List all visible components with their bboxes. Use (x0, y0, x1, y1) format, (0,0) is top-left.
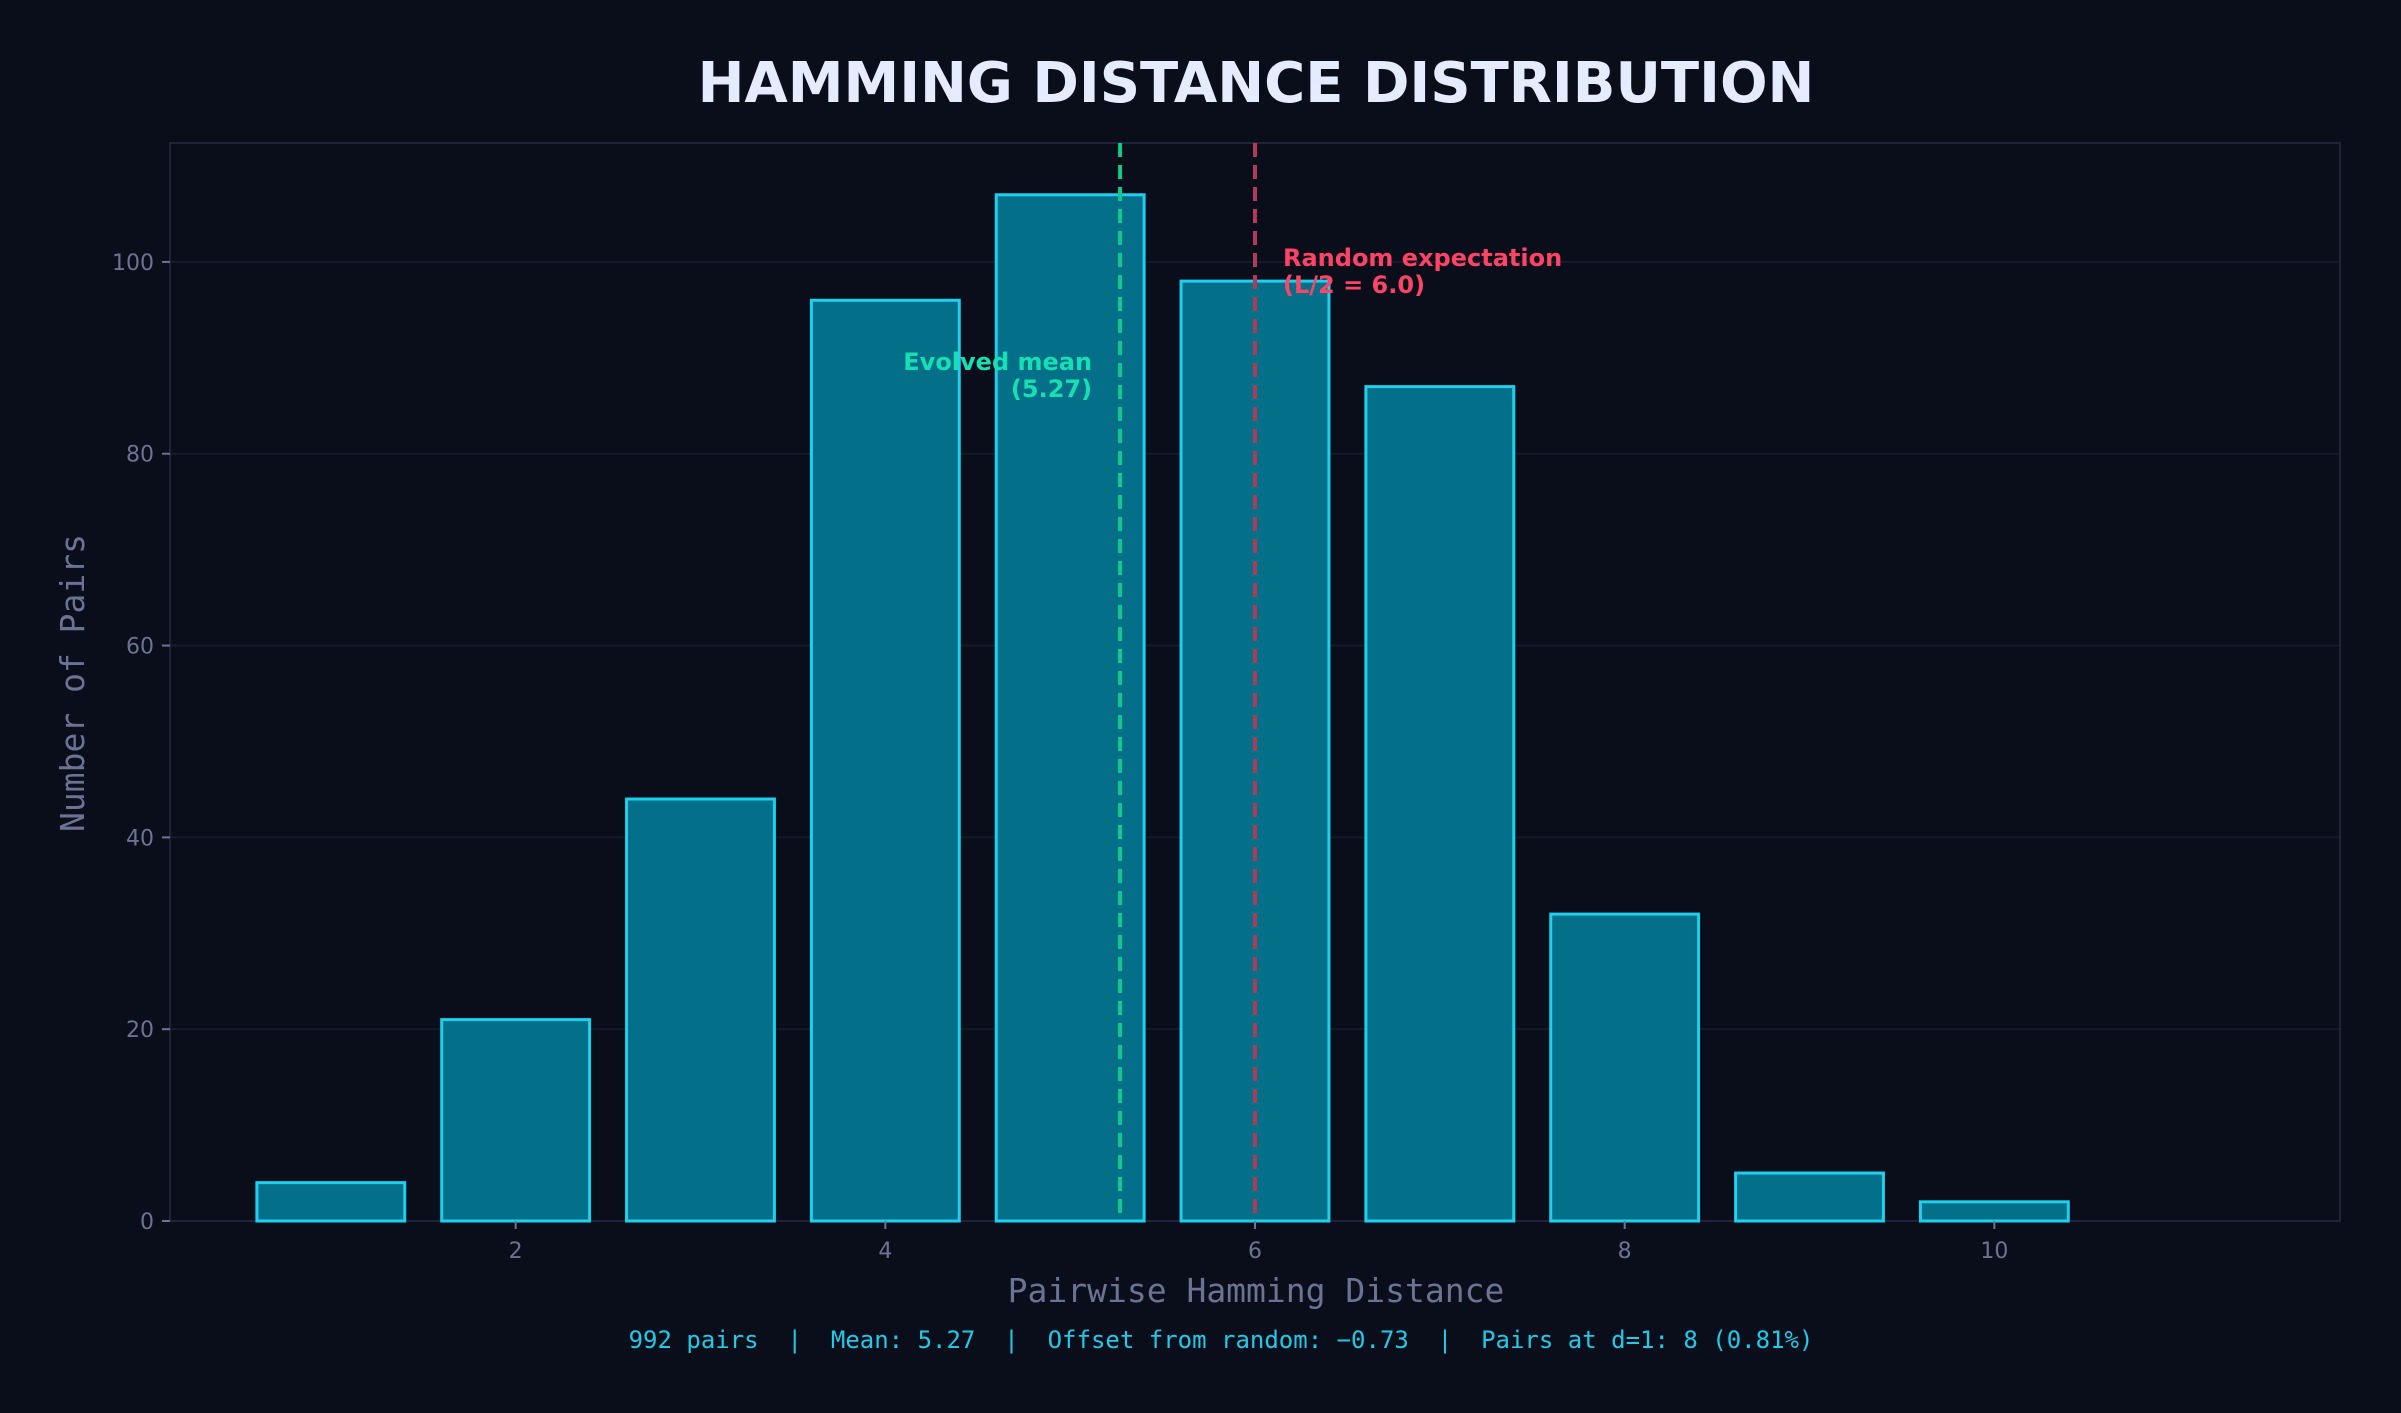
y-tick-label: 0 (140, 1210, 154, 1235)
reference-label: (L/2 = 6.0) (1283, 271, 1425, 299)
y-axis-label: Number of Pairs (53, 534, 92, 832)
y-tick-label: 20 (126, 1018, 154, 1043)
reference-label: (5.27) (1011, 375, 1092, 403)
x-tick-label: 6 (1248, 1239, 1262, 1264)
reference-label: Evolved mean (903, 348, 1092, 376)
x-tick-label: 10 (1980, 1239, 2008, 1264)
bar (625, 797, 776, 1223)
reference-lines: Evolved mean(5.27) Random expectation(L/2… (903, 143, 1562, 1221)
stats-footer: 992 pairs | Mean: 5.27 | Offset from ran… (629, 1326, 1814, 1354)
bar (1734, 1171, 1885, 1223)
bar (809, 298, 961, 1223)
y-tick-label: 80 (126, 443, 154, 468)
bar (1918, 1200, 2070, 1223)
y-tick-label: 100 (112, 251, 154, 276)
bar (1549, 912, 1701, 1223)
bar (440, 1018, 592, 1223)
x-tick-label: 4 (878, 1239, 892, 1264)
chart-title: HAMMING DISTANCE DISTRIBUTION (698, 51, 1815, 116)
x-axis-label: Pairwise Hamming Distance (1008, 1271, 1505, 1310)
reference-label: Random expectation (1283, 244, 1562, 272)
y-tick-label: 40 (126, 826, 154, 851)
bar (255, 1181, 407, 1223)
x-tick-label: 2 (509, 1239, 523, 1264)
y-tick-label: 60 (126, 635, 154, 660)
x-tick-label: 8 (1618, 1239, 1632, 1264)
bar (1364, 385, 1516, 1223)
